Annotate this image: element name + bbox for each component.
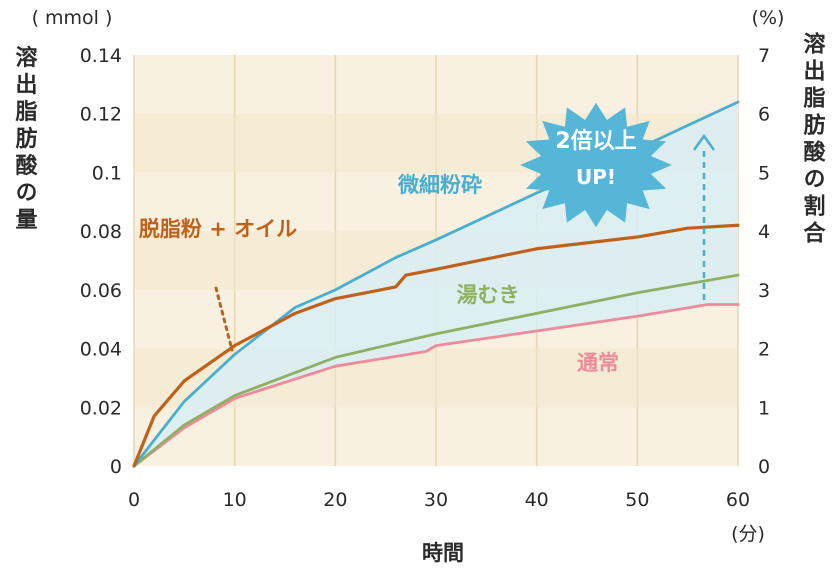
up-arrow-head-icon — [692, 133, 716, 151]
y-right-tick-label: 2 — [758, 339, 770, 361]
y-right-tick-label: 0 — [758, 456, 770, 478]
series-line-2 — [132, 273, 740, 468]
y-right-tick-labels: 0 1 2 3 4 5 6 7 — [758, 45, 770, 478]
series-label-yumuki: 湯むき — [457, 283, 520, 307]
y-left-tick-label: 0.14 — [80, 45, 122, 67]
x-tick-label: 40 — [525, 489, 549, 511]
y-right-tick-label: 4 — [758, 221, 770, 243]
y-right-unit: (%) — [752, 7, 785, 29]
y-left-unit: ( mmol ) — [32, 7, 113, 29]
x-axis-title: 時間 — [422, 541, 464, 565]
burst-text-line1: 2倍以上 — [555, 128, 636, 154]
y-left-tick-label: 0.06 — [80, 280, 122, 302]
y-left-tick-label: 0 — [110, 456, 122, 478]
y-left-tick-label: 0.12 — [80, 104, 122, 126]
y-left-tick-label: 0.02 — [80, 397, 122, 419]
starburst-shape — [520, 102, 672, 228]
x-tick-labels: 0 10 20 30 40 50 60 — [128, 489, 750, 511]
x-tick-label: 60 — [726, 489, 750, 511]
x-tick-label: 30 — [424, 489, 448, 511]
burst-text-line2: UP! — [576, 165, 616, 189]
x-unit: (分) — [731, 523, 765, 545]
series-line-1 — [132, 223, 740, 468]
y-left-axis-title: 溶出脂肪酸の量 — [12, 45, 38, 235]
x-tick-label: 20 — [323, 489, 347, 511]
x-tick-label: 50 — [625, 489, 649, 511]
y-right-tick-label: 6 — [758, 104, 770, 126]
starburst-badge: 2倍以上 UP! — [520, 102, 672, 228]
y-left-tick-label: 0.1 — [92, 162, 122, 184]
y-left-tick-labels: 0 0.02 0.04 0.06 0.08 0.1 0.12 0.14 — [80, 45, 122, 478]
y-right-tick-label: 7 — [758, 45, 770, 67]
y-right-tick-label: 1 — [758, 397, 770, 419]
x-tick-label: 10 — [223, 489, 247, 511]
y-right-tick-label: 5 — [758, 162, 770, 184]
series-label-bisai: 微細粉砕 — [397, 173, 482, 197]
series-label-dasshi: 脱脂粉 + オイル — [139, 217, 297, 241]
series-line-3 — [132, 303, 740, 468]
y-left-tick-label: 0.08 — [80, 221, 122, 243]
x-tick-label: 0 — [128, 489, 140, 511]
pointer-dotted-line — [214, 286, 234, 352]
y-right-tick-label: 3 — [758, 280, 770, 302]
y-left-tick-label: 0.04 — [80, 339, 122, 361]
series-label-tsujo: 通常 — [577, 351, 619, 375]
y-right-axis-title: 溶出脂肪酸の割合 — [800, 31, 826, 248]
